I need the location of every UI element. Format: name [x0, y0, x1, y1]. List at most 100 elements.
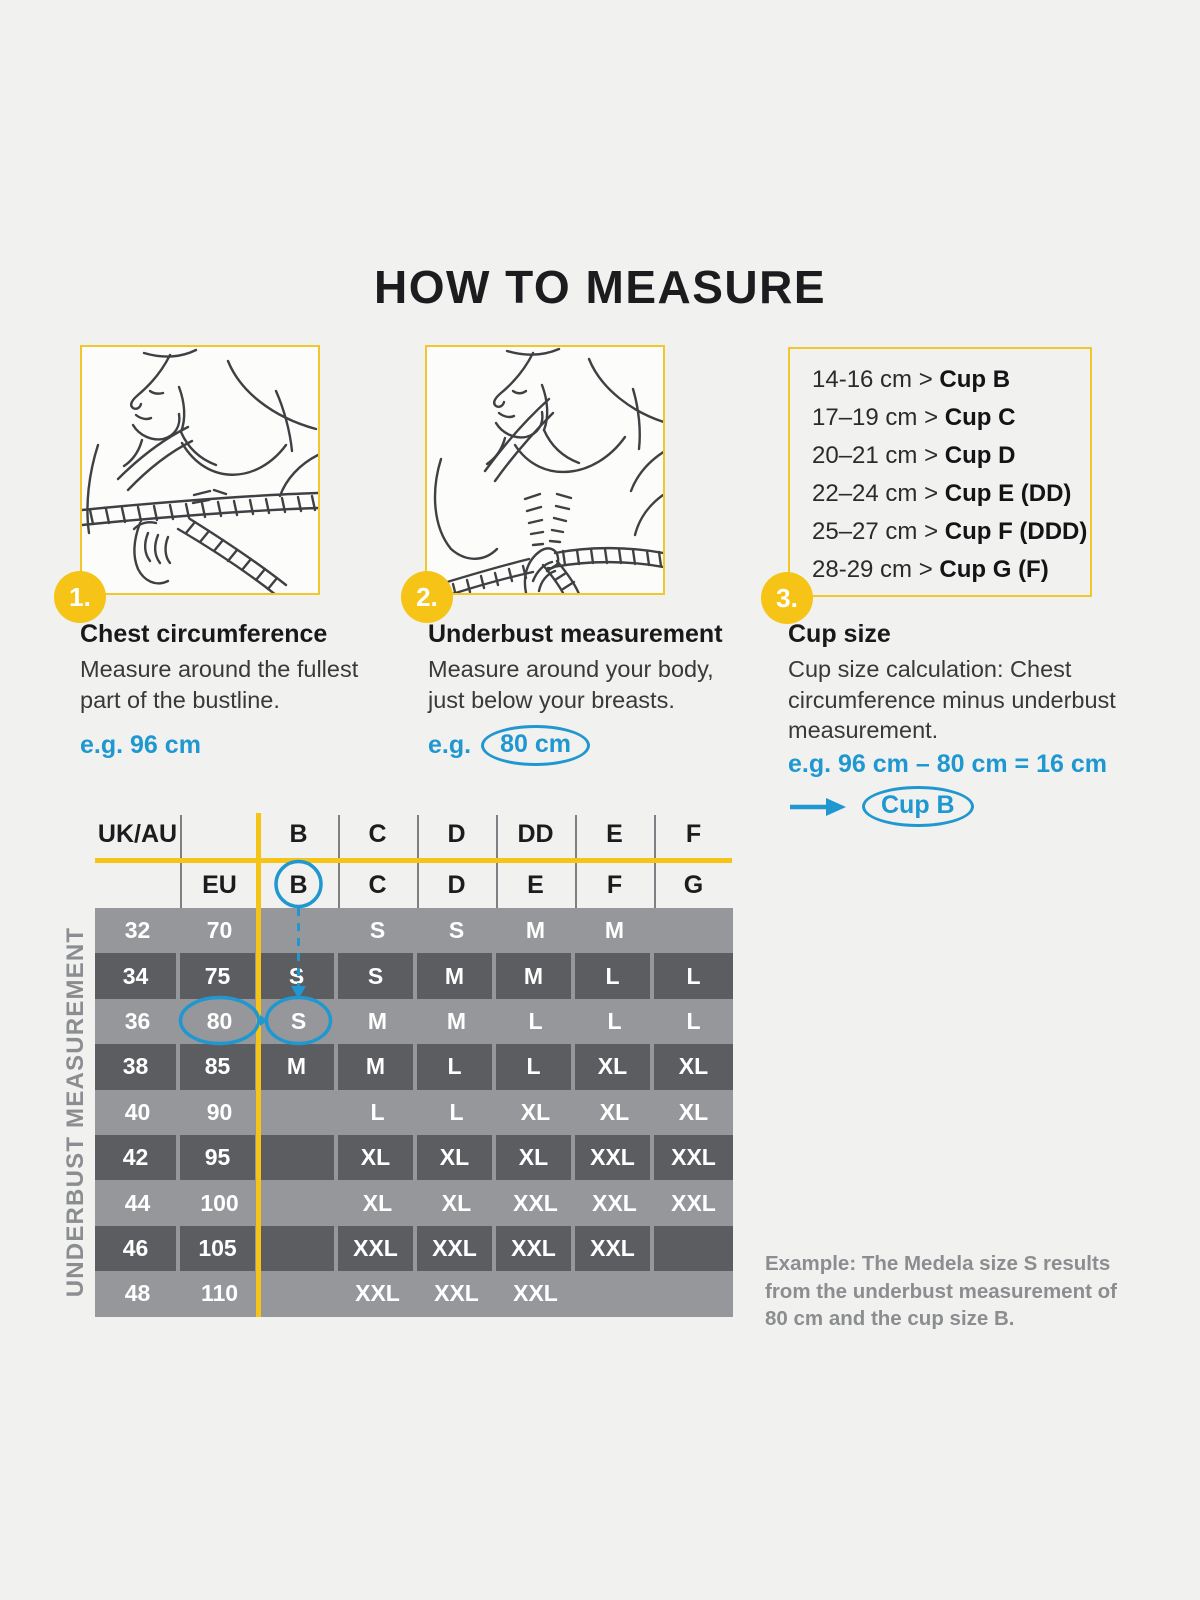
size-cell: L	[528, 1007, 543, 1034]
step-1-example: e.g. 96 cm	[80, 731, 385, 760]
size-cell: L	[417, 1044, 496, 1090]
step-2-body: Measure around your body, just below you…	[428, 656, 714, 713]
lips-line	[134, 413, 153, 421]
size-cell: 100	[200, 1189, 239, 1216]
size-cell	[259, 1271, 338, 1316]
circled-underbust-value: 80 cm	[481, 725, 590, 767]
header-cell-eu-F: F	[606, 871, 623, 899]
size-cell: M	[446, 1007, 467, 1034]
underbust-measurement-illustration-box	[425, 345, 665, 595]
size-cell	[654, 908, 733, 953]
size-cell: 110	[200, 1280, 239, 1307]
size-cell: M	[604, 917, 625, 944]
chin-line	[494, 410, 544, 439]
cup-range-item: 28-29 cm > Cup G (F)	[812, 551, 1090, 589]
strap-right	[631, 387, 641, 451]
size-table: UK/AU B C D DD E F EU B C D E F G 32 70 S S M M 34 75 S S M M L L…	[95, 800, 733, 1317]
arm-right	[278, 453, 318, 498]
yellow-vertical-divider	[256, 813, 261, 1317]
header-cell-eu-C: C	[368, 871, 387, 899]
face-profile	[130, 353, 172, 410]
size-row-36: 36 80 S M M L L L	[95, 998, 733, 1045]
size-row-48: 48 110 XXL XXL XXL	[95, 1271, 733, 1317]
size-cell: XXL	[434, 1280, 479, 1307]
size-cell: L	[607, 1007, 622, 1034]
strap-left-inner	[493, 411, 555, 483]
cup-range-value: 14-16 cm >	[812, 366, 940, 393]
header-row-eu: EU B C D E F G	[95, 863, 733, 908]
size-cell: M	[525, 917, 546, 944]
size-cell: 80	[206, 1007, 233, 1034]
size-cell	[259, 1225, 338, 1272]
hair-line	[505, 347, 561, 356]
size-cell: 105	[180, 1225, 259, 1272]
jaw-line	[177, 385, 186, 434]
cup-size-value: Cup B	[939, 366, 1011, 393]
cup-range-value: 25–27 cm >	[812, 518, 945, 545]
step-3-text-block: Cup size Cup size calculation: Chest cir…	[788, 620, 1136, 746]
size-cell	[259, 908, 338, 953]
size-cell: L	[496, 1044, 575, 1090]
strap-left-outer	[116, 425, 190, 481]
size-cell: M	[367, 1007, 388, 1034]
hand	[523, 547, 560, 593]
size-cell	[654, 1225, 733, 1272]
cup-size-result-row: Cup B	[788, 786, 974, 827]
size-cell: M	[417, 953, 496, 999]
finger-3	[164, 535, 172, 565]
underbust-axis-label: UNDERBUST MEASUREMENT	[62, 926, 89, 1298]
size-cell: XL	[520, 1098, 551, 1125]
size-cell: 70	[206, 917, 233, 944]
page-title: HOW TO MEASURE	[373, 261, 827, 313]
cup-size-value: Cup D	[944, 442, 1016, 469]
size-cell: XL	[441, 1189, 472, 1216]
size-cell: XXL	[592, 1189, 637, 1216]
size-cell: M	[259, 1044, 338, 1090]
strap-left-inner	[126, 439, 194, 492]
size-cell: M	[496, 953, 575, 999]
strap-left-outer	[483, 397, 551, 473]
size-cell: 44	[124, 1189, 151, 1216]
fabric-squeeze-marks	[191, 488, 228, 505]
jaw-line	[540, 383, 549, 432]
size-cell: XL	[362, 1189, 393, 1216]
step-3-badge: 3.	[761, 572, 813, 624]
header-cell-ukau-blank	[180, 810, 259, 858]
header-cell-ukau-B: B	[289, 819, 308, 848]
size-row-44: 44 100 XL XL XXL XXL XXL	[95, 1180, 733, 1226]
step-1-example-value: 96 cm	[130, 731, 201, 760]
size-cell: 36	[124, 1007, 151, 1034]
neckline	[513, 435, 627, 474]
finger-crease-2	[537, 569, 557, 593]
breast-curve-left	[433, 457, 499, 560]
tape-ticks-right	[561, 547, 663, 568]
tape-ticks	[88, 494, 317, 526]
header-cell-eu-blank	[95, 863, 180, 908]
size-cell: S	[448, 917, 465, 944]
strap-right	[274, 389, 294, 453]
size-cell	[259, 1090, 338, 1135]
cup-size-value: Cup C	[944, 404, 1016, 431]
hair-line	[142, 348, 198, 358]
size-cell: S	[259, 953, 338, 999]
right-arrow-icon	[790, 797, 846, 816]
header-row-ukau: UK/AU B C D DD E F	[95, 800, 733, 858]
finger-1	[144, 531, 152, 563]
size-cell	[654, 1271, 733, 1316]
step-2-heading: Underbust measurement	[428, 620, 723, 648]
cup-range-item: 25–27 cm > Cup F (DDD)	[812, 513, 1090, 551]
size-cell: L	[654, 953, 733, 999]
size-cell: L	[575, 953, 654, 999]
cup-size-formula: e.g. 96 cm – 80 cm = 16 cm	[788, 750, 1107, 778]
neckline	[180, 441, 288, 476]
size-cell: 34	[95, 953, 180, 999]
size-cell: XXL	[513, 1189, 558, 1216]
size-cell: 32	[124, 917, 151, 944]
size-cell: XXL	[513, 1280, 558, 1307]
cup-size-value: Cup G (F)	[939, 556, 1049, 583]
eye-line	[148, 389, 165, 395]
header-cell-ukau-C: C	[368, 819, 387, 848]
size-cell: XL	[654, 1044, 733, 1090]
size-cell: XXL	[496, 1225, 575, 1272]
